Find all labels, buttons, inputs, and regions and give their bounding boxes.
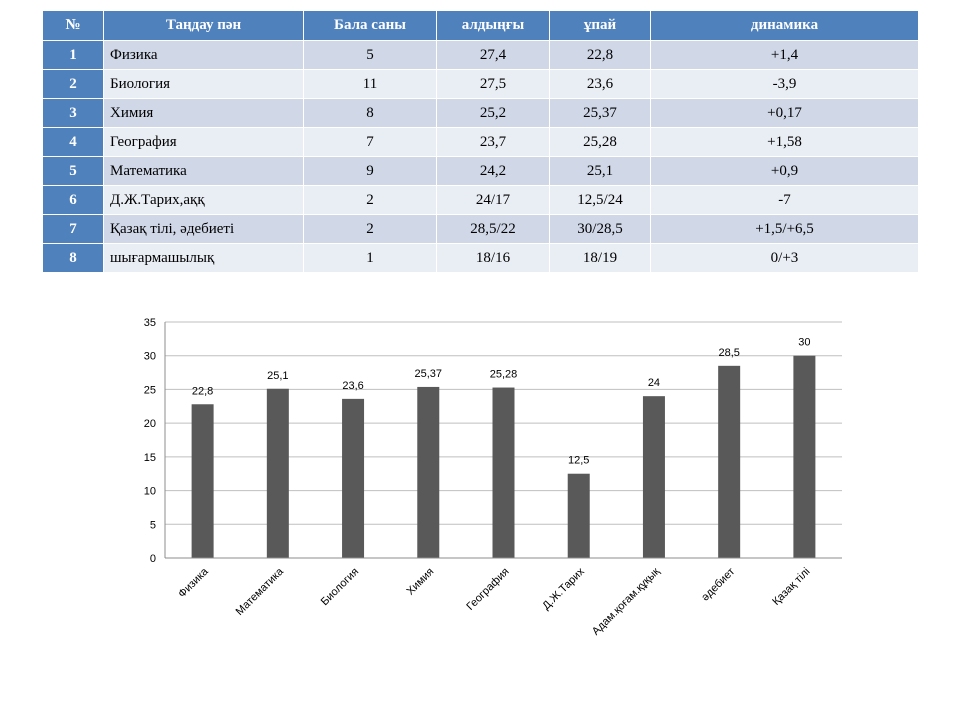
data-label: 30	[798, 337, 810, 349]
table-row: 8 шығармашылық 1 18/16 18/19 0/+3	[42, 243, 919, 273]
data-label: 24	[648, 377, 660, 389]
table-row: 6 Д.Ж.Тарих,аққ 2 24/17 12,5/24 -7	[42, 185, 919, 215]
x-tick-label: Математика	[234, 565, 287, 618]
bar	[793, 355, 816, 558]
row-student-count: 1	[303, 243, 437, 273]
data-label: 23,6	[342, 380, 363, 392]
row-number: 1	[42, 40, 104, 70]
results-table: № Таңдау пән Бала саны алдыңғы ұпай дина…	[42, 10, 919, 273]
data-label: 28,5	[718, 347, 739, 359]
row-number: 6	[42, 185, 104, 215]
bar	[417, 386, 440, 558]
row-previous: 24/17	[436, 185, 550, 215]
row-score: 25,1	[549, 156, 651, 186]
y-tick-label: 20	[144, 418, 156, 430]
row-dynamics: +0,9	[650, 156, 919, 186]
data-label: 25,37	[415, 368, 443, 380]
x-tick-label: Химия	[404, 566, 436, 598]
y-axis-tick-labels: 0 5 10 15 20 25 30 35	[144, 317, 156, 565]
row-previous: 18/16	[436, 243, 550, 273]
row-previous: 25,2	[436, 98, 550, 128]
row-number: 5	[42, 156, 104, 186]
x-tick-label: Адам.қоғам.құқық	[590, 566, 662, 638]
table-header-row: № Таңдау пән Бала саны алдыңғы ұпай дина…	[42, 10, 919, 41]
bar	[492, 387, 515, 558]
x-tick-label: Қазақ тілі	[770, 566, 812, 608]
row-dynamics: -3,9	[650, 69, 919, 99]
row-score: 12,5/24	[549, 185, 651, 215]
x-tick-label: География	[464, 566, 511, 613]
data-label: 12,5	[568, 455, 589, 467]
y-tick-label: 30	[144, 351, 156, 363]
row-previous: 23,7	[436, 127, 550, 157]
row-number: 2	[42, 69, 104, 99]
y-tick-label: 35	[144, 317, 156, 329]
row-dynamics: +1,58	[650, 127, 919, 157]
row-score: 25,37	[549, 98, 651, 128]
bar	[718, 365, 741, 558]
bar	[191, 404, 214, 558]
row-dynamics: +1,4	[650, 40, 919, 70]
row-student-count: 7	[303, 127, 437, 157]
y-tick-label: 0	[150, 553, 156, 565]
row-student-count: 8	[303, 98, 437, 128]
bar	[266, 388, 289, 558]
row-student-count: 11	[303, 69, 437, 99]
header-previous: алдыңғы	[436, 10, 550, 41]
bar	[342, 398, 365, 558]
table-row: 3 Химия 8 25,2 25,37 +0,17	[42, 98, 919, 128]
data-label: 25,28	[490, 369, 518, 381]
row-score: 22,8	[549, 40, 651, 70]
x-axis-tick-labels: Физика Математика Биология Химия География Д.…	[176, 565, 812, 638]
row-subject: Химия	[103, 98, 304, 128]
x-tick-label: әдебиет	[699, 566, 737, 604]
row-previous: 27,5	[436, 69, 550, 99]
y-tick-label: 10	[144, 486, 156, 498]
row-score: 25,28	[549, 127, 651, 157]
row-subject: Қазақ тілі, әдебиеті	[103, 214, 304, 244]
table-row: 7 Қазақ тілі, әдебиеті 2 28,5/22 30/28,5…	[42, 214, 919, 244]
x-tick-label: Физика	[176, 565, 211, 600]
bar	[642, 396, 665, 558]
header-score: ұпай	[549, 10, 651, 41]
x-tick-label: Биология	[319, 566, 361, 608]
y-tick-label: 25	[144, 384, 156, 396]
row-student-count: 2	[303, 185, 437, 215]
row-subject: шығармашылық	[103, 243, 304, 273]
chart-bars	[191, 355, 816, 558]
data-label: 22,8	[192, 385, 213, 397]
row-dynamics: 0/+3	[650, 243, 919, 273]
row-previous: 27,4	[436, 40, 550, 70]
row-dynamics: +1,5/+6,5	[650, 214, 919, 244]
row-score: 30/28,5	[549, 214, 651, 244]
row-dynamics: -7	[650, 185, 919, 215]
chart-data-labels: 22,8 25,1 23,6 25,37 25,28 12,5 24 28,5 30	[192, 337, 811, 467]
row-number: 8	[42, 243, 104, 273]
x-tick-label: Д.Ж.Тарих	[540, 565, 587, 612]
row-number: 7	[42, 214, 104, 244]
y-tick-label: 15	[144, 452, 156, 464]
table-row: 5 Математика 9 24,2 25,1 +0,9	[42, 156, 919, 186]
header-dynamics: динамика	[650, 10, 919, 41]
row-subject: Физика	[103, 40, 304, 70]
y-tick-label: 5	[150, 519, 156, 531]
header-number: №	[42, 10, 104, 41]
row-subject: Д.Ж.Тарих,аққ	[103, 185, 304, 215]
row-dynamics: +0,17	[650, 98, 919, 128]
row-score: 18/19	[549, 243, 651, 273]
row-subject: Биология	[103, 69, 304, 99]
bar	[567, 473, 590, 558]
table-row: 2 Биология 11 27,5 23,6 -3,9	[42, 69, 919, 99]
row-previous: 28,5/22	[436, 214, 550, 244]
table-row: 4 География 7 23,7 25,28 +1,58	[42, 127, 919, 157]
data-label: 25,1	[267, 370, 288, 382]
